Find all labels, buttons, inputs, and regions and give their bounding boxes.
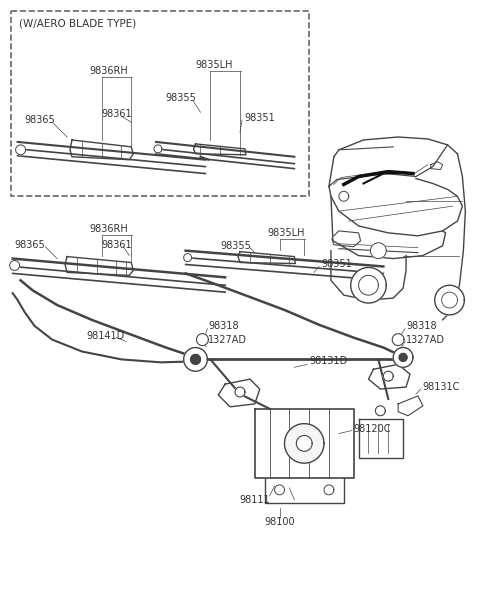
- Polygon shape: [359, 275, 378, 295]
- Text: 98365: 98365: [14, 239, 46, 250]
- Polygon shape: [275, 485, 285, 495]
- Text: (W/AERO BLADE TYPE): (W/AERO BLADE TYPE): [19, 18, 136, 28]
- Text: 1327AD: 1327AD: [406, 335, 445, 344]
- Text: 9836RH: 9836RH: [90, 224, 129, 234]
- Text: 9836RH: 9836RH: [90, 66, 129, 76]
- Polygon shape: [154, 145, 162, 153]
- Text: 98365: 98365: [24, 115, 55, 125]
- Polygon shape: [435, 286, 464, 315]
- Text: 98120C: 98120C: [354, 424, 391, 433]
- Text: 1327AD: 1327AD: [208, 335, 247, 344]
- Polygon shape: [285, 424, 324, 463]
- Text: 98318: 98318: [406, 321, 437, 331]
- Polygon shape: [235, 387, 245, 397]
- Text: 98100: 98100: [264, 518, 295, 527]
- Polygon shape: [324, 485, 334, 495]
- Text: 9835LH: 9835LH: [268, 228, 305, 238]
- Polygon shape: [296, 435, 312, 451]
- Polygon shape: [339, 192, 349, 201]
- Text: 9835LH: 9835LH: [195, 60, 233, 70]
- Text: 98355: 98355: [166, 93, 197, 103]
- Text: 98361: 98361: [102, 239, 132, 250]
- Polygon shape: [10, 260, 20, 270]
- Text: 98361: 98361: [102, 109, 132, 119]
- Polygon shape: [375, 406, 385, 416]
- Text: 98141D: 98141D: [87, 331, 125, 341]
- Polygon shape: [384, 371, 393, 381]
- Text: 98351: 98351: [321, 260, 352, 270]
- Polygon shape: [184, 348, 207, 371]
- Polygon shape: [393, 348, 413, 367]
- Polygon shape: [399, 354, 407, 362]
- Polygon shape: [16, 145, 25, 155]
- Text: 98351: 98351: [244, 113, 275, 123]
- Polygon shape: [392, 333, 404, 346]
- Polygon shape: [184, 254, 192, 262]
- Polygon shape: [196, 333, 208, 346]
- Text: 98355: 98355: [220, 241, 251, 251]
- Polygon shape: [442, 292, 457, 308]
- Polygon shape: [351, 268, 386, 303]
- Polygon shape: [191, 354, 201, 364]
- Text: 98131C: 98131C: [423, 382, 460, 392]
- Text: 98131D: 98131D: [309, 356, 348, 367]
- Polygon shape: [371, 243, 386, 258]
- Text: 98318: 98318: [208, 321, 239, 331]
- Text: 98111: 98111: [240, 495, 270, 505]
